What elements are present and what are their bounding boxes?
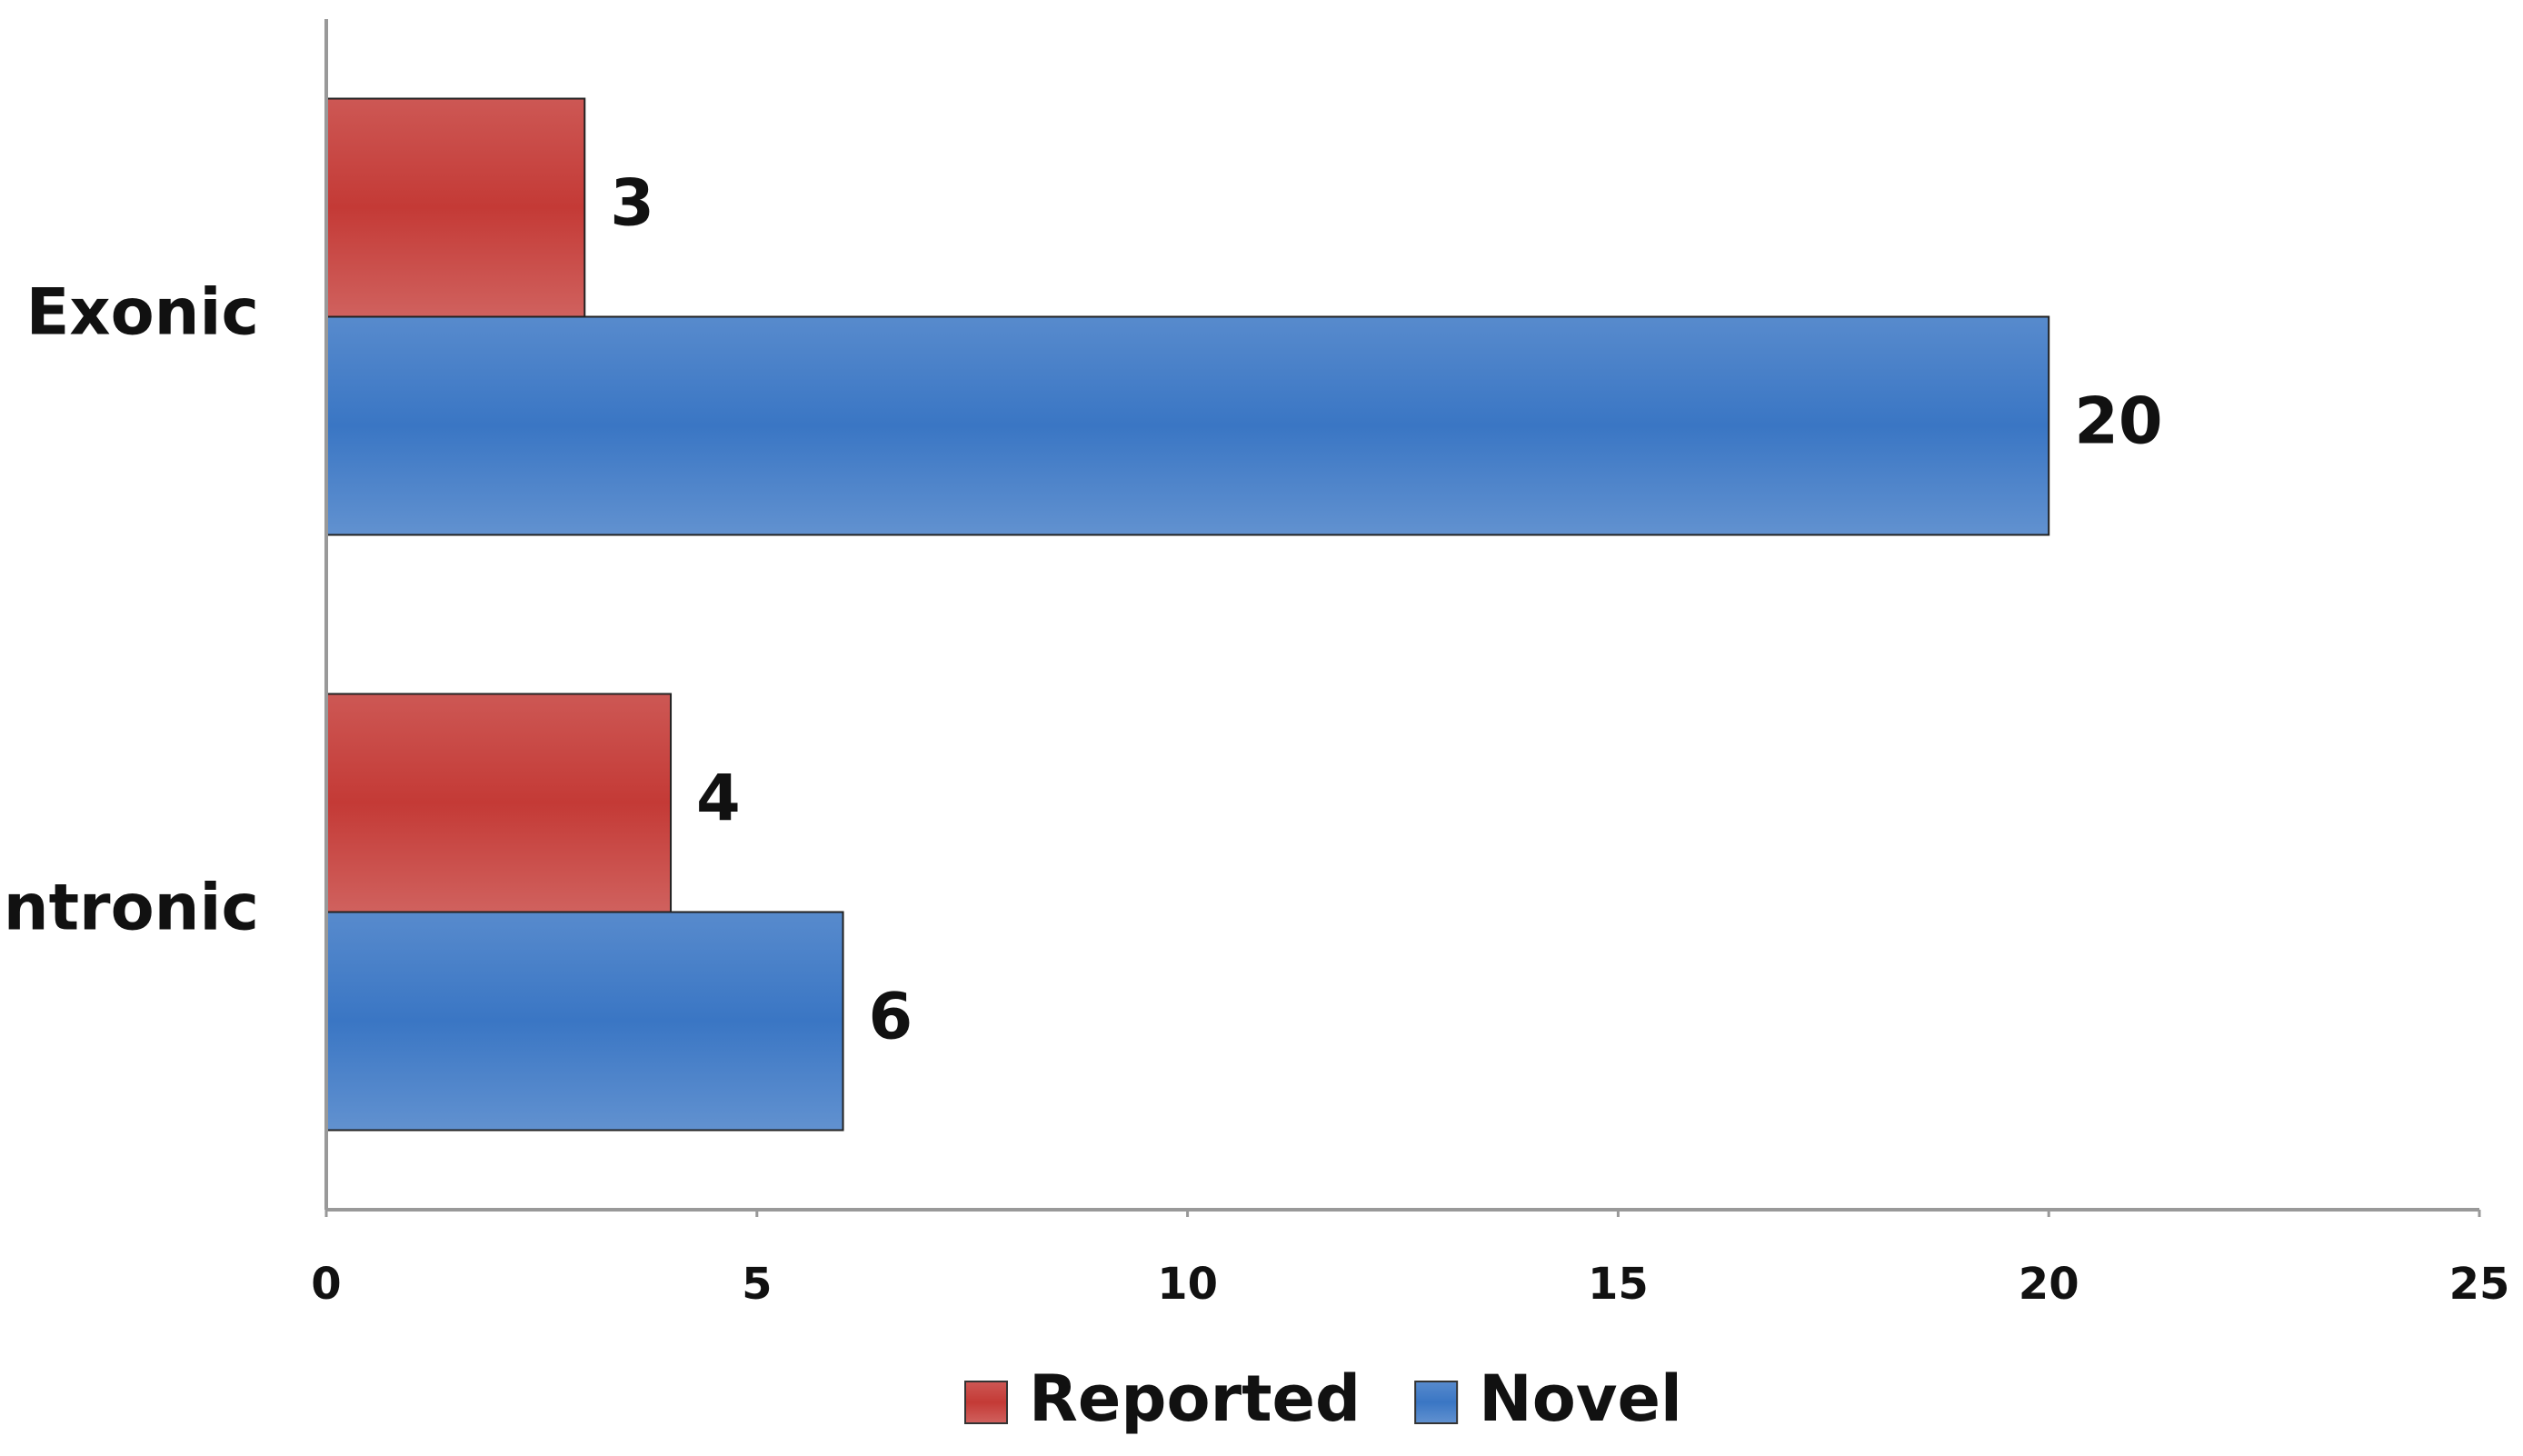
x-tick-label: 5 [742, 1259, 772, 1310]
x-tick-label: 15 [1588, 1259, 1649, 1310]
data-label: 20 [2074, 384, 2162, 459]
y-tick-label: Exonic [26, 275, 259, 350]
x-tick-label: 0 [311, 1259, 341, 1310]
x-tick-label: 20 [2019, 1259, 2079, 1310]
y-tick-label: Intronic [0, 871, 259, 945]
data-label: 3 [610, 166, 654, 241]
legend-label: Novel [1479, 1361, 1682, 1436]
legend-swatch [964, 1381, 1008, 1424]
bar [325, 693, 673, 913]
x-tick-label: 10 [1157, 1259, 1218, 1310]
legend-swatch [1414, 1381, 1459, 1424]
data-label: 4 [696, 762, 741, 836]
x-tick-label: 25 [2449, 1259, 2510, 1310]
bar [325, 911, 844, 1132]
data-label: 6 [869, 980, 913, 1054]
bar [325, 97, 586, 318]
legend-label: Reported [1029, 1361, 1361, 1436]
bar [325, 315, 2050, 536]
